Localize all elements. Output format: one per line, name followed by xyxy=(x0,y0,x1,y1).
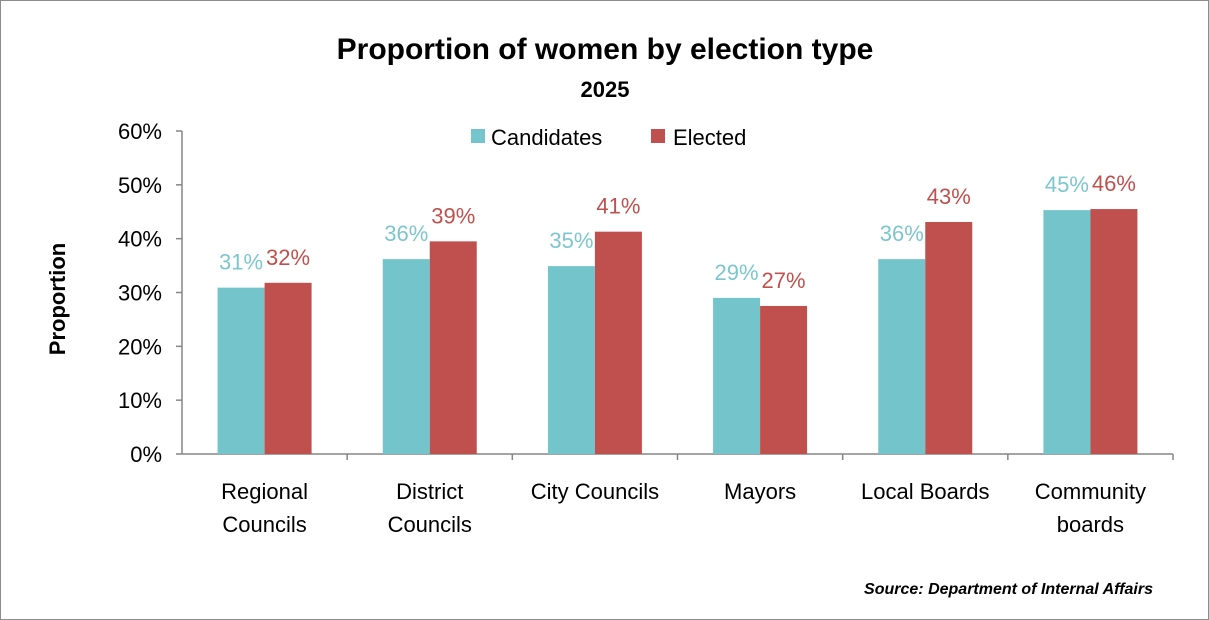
bar-elected xyxy=(264,282,312,454)
x-tick-label: Community xyxy=(1035,479,1146,504)
y-tick-label: 0% xyxy=(130,442,162,467)
bar-candidates xyxy=(217,287,265,454)
legend-swatch-elected xyxy=(651,129,665,143)
data-label-candidates: 31% xyxy=(219,250,263,275)
bar-elected xyxy=(925,221,973,454)
y-axis-label: Proportion xyxy=(45,243,70,355)
y-tick-label: 40% xyxy=(118,227,162,252)
bar-elected xyxy=(429,241,477,454)
x-tick-label: District xyxy=(396,479,463,504)
legend-label-candidates: Candidates xyxy=(491,125,602,150)
x-tick-label: Regional xyxy=(221,479,308,504)
bar-elected xyxy=(1090,209,1138,454)
x-tick-label: Councils xyxy=(222,512,306,537)
bar-candidates xyxy=(1043,210,1091,454)
data-label-elected: 27% xyxy=(762,268,806,293)
y-tick-label: 20% xyxy=(118,334,162,359)
bar-candidates xyxy=(713,297,761,454)
bar-candidates xyxy=(547,266,595,454)
x-tick-label: boards xyxy=(1057,512,1124,537)
bar-candidates xyxy=(878,259,926,454)
data-label-candidates: 29% xyxy=(715,260,759,285)
source-note: Source: Department of Internal Affairs xyxy=(864,581,1153,598)
bar-candidates xyxy=(382,259,430,454)
data-label-elected: 43% xyxy=(927,184,971,209)
data-label-candidates: 36% xyxy=(384,221,428,246)
data-label-candidates: 36% xyxy=(880,221,924,246)
data-label-elected: 41% xyxy=(596,194,640,219)
chart-title: Proportion of women by election type xyxy=(337,33,874,66)
data-label-candidates: 45% xyxy=(1045,172,1089,197)
legend-label-elected: Elected xyxy=(673,125,746,150)
x-tick-label: Local Boards xyxy=(861,479,989,504)
x-tick-label: Councils xyxy=(388,512,472,537)
y-tick-label: 10% xyxy=(118,388,162,413)
legend-swatch-candidates xyxy=(471,129,485,143)
chart-subtitle: 2025 xyxy=(581,77,630,102)
bar-elected xyxy=(594,231,642,454)
legend: Candidates Elected xyxy=(471,125,746,150)
data-label-elected: 39% xyxy=(431,203,475,228)
x-tick-label: City Councils xyxy=(531,479,659,504)
data-label-elected: 32% xyxy=(266,245,310,270)
y-tick-label: 60% xyxy=(118,119,162,144)
data-label-elected: 46% xyxy=(1092,171,1136,196)
bar-elected xyxy=(760,305,808,454)
y-tick-label: 30% xyxy=(118,281,162,306)
y-tick-label: 50% xyxy=(118,173,162,198)
x-tick-label: Mayors xyxy=(724,479,796,504)
data-label-candidates: 35% xyxy=(549,228,593,253)
